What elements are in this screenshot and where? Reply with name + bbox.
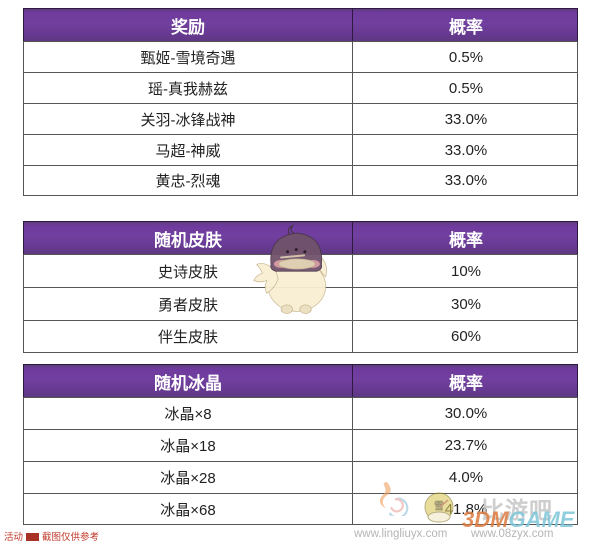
svg-text:雪: 雪 <box>434 501 444 513</box>
